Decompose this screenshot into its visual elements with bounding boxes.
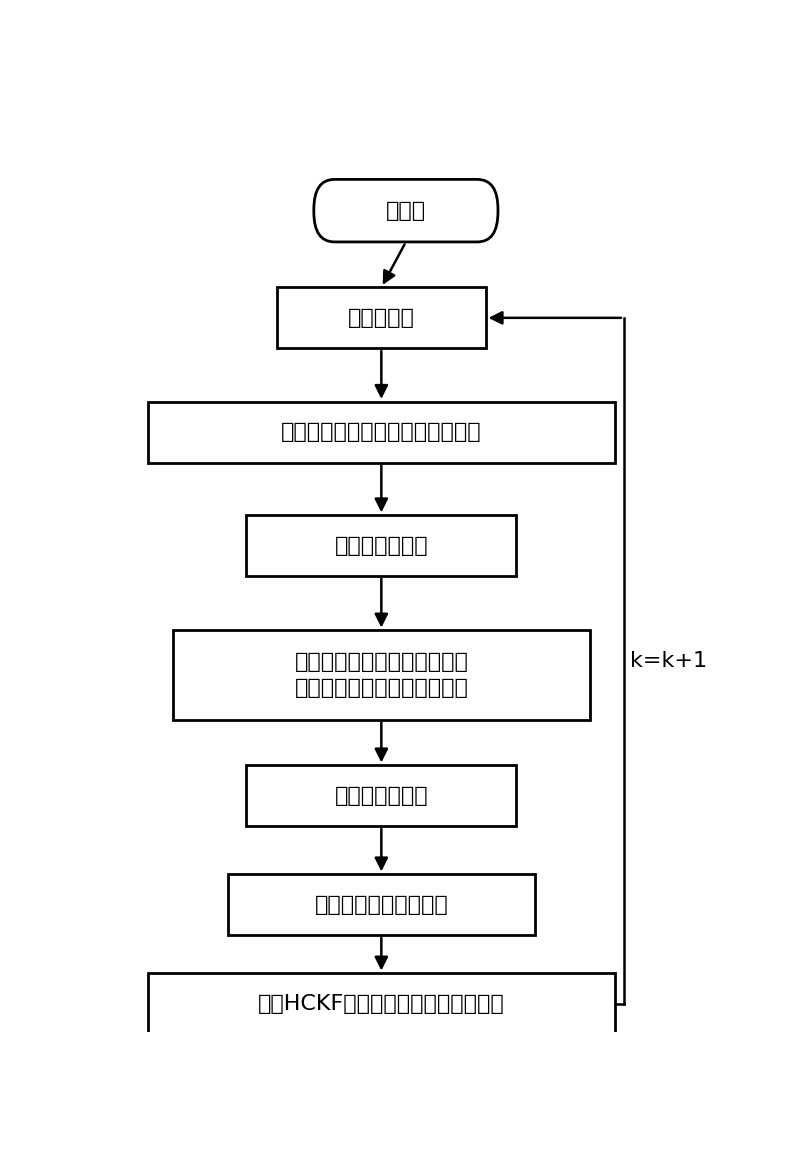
FancyBboxPatch shape: [228, 875, 535, 935]
FancyBboxPatch shape: [277, 288, 485, 348]
FancyBboxPatch shape: [173, 630, 590, 719]
FancyBboxPatch shape: [246, 515, 516, 577]
Text: 计算状态量估计值和协方差协方差: 计算状态量估计值和协方差协方差: [281, 422, 482, 442]
Text: 利用HCKF算法计算对应的最佳协方差: 利用HCKF算法计算对应的最佳协方差: [258, 994, 505, 1014]
FancyBboxPatch shape: [314, 180, 498, 242]
Text: 计算测量估计值，并求解测量
估计值的协方差以及互协方差: 计算测量估计值，并求解测量 估计值的协方差以及互协方差: [295, 652, 468, 698]
FancyBboxPatch shape: [246, 766, 516, 826]
FancyBboxPatch shape: [148, 973, 615, 1035]
Text: 初始化: 初始化: [386, 201, 426, 220]
Text: 计算状态量最佳估计值: 计算状态量最佳估计值: [314, 894, 448, 915]
Text: 计算容积点: 计算容积点: [348, 307, 415, 328]
Text: k=k+1: k=k+1: [630, 651, 707, 670]
FancyBboxPatch shape: [148, 401, 615, 463]
Text: 计算卡尔曼增益: 计算卡尔曼增益: [334, 785, 428, 806]
Text: 重新计算容积点: 重新计算容积点: [334, 536, 428, 556]
